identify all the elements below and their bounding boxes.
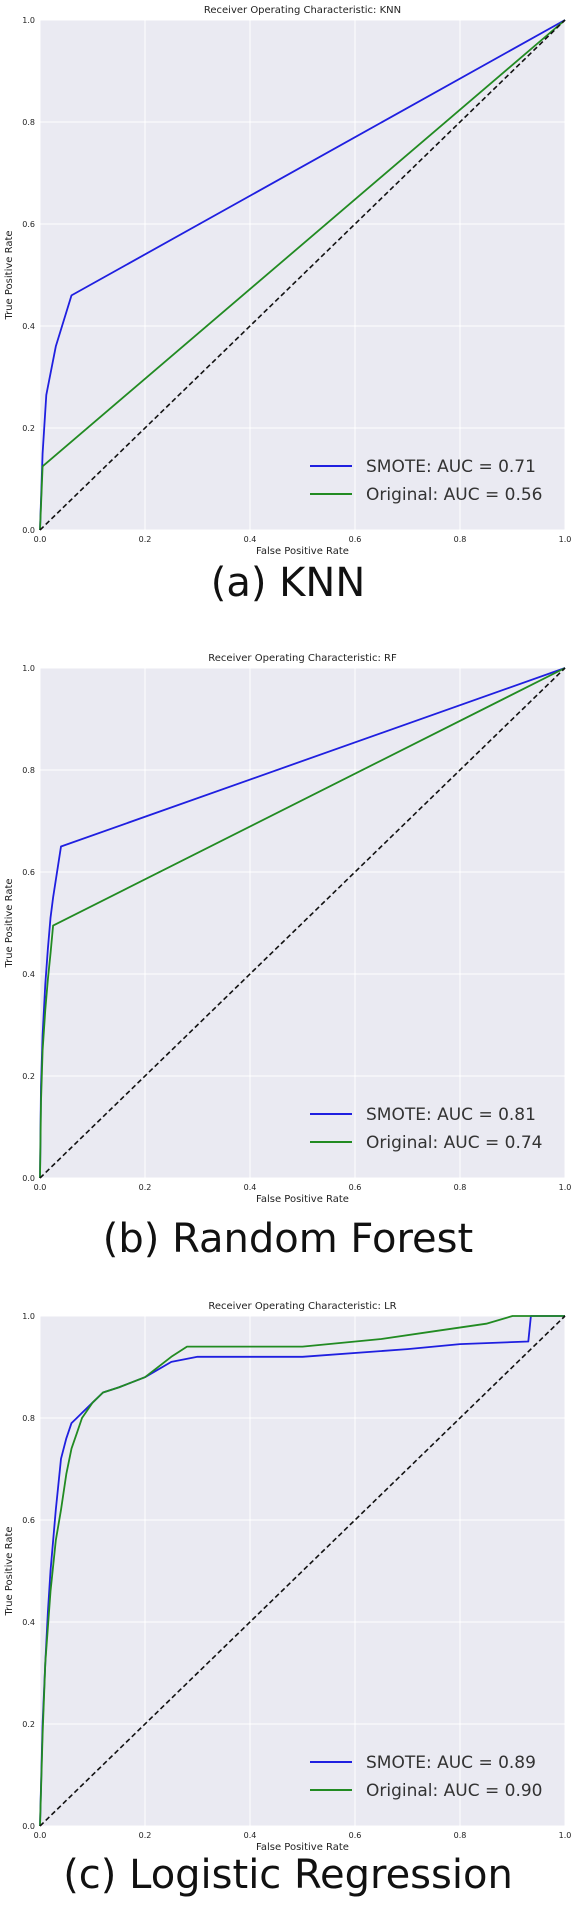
series-line-1 (39, 19, 566, 531)
x-tick-label: 0.0 (34, 1183, 47, 1192)
x-tick-label: 0.0 (34, 1831, 47, 1840)
x-tick-label: 0.0 (34, 535, 47, 544)
figure-caption: (a) KNN (210, 560, 366, 606)
plot-area (40, 20, 565, 530)
chart-title: Receiver Operating Characteristic: LR (208, 1301, 396, 1312)
y-tick-label: 0.0 (22, 526, 35, 535)
legend-entry: SMOTE: AUC = 0.71 (366, 457, 536, 477)
x-tick-label: 0.8 (454, 1831, 467, 1840)
x-tick-label: 0.6 (349, 1831, 362, 1840)
legend-entry: Original: AUC = 0.90 (366, 1781, 543, 1801)
y-tick-label: 0.2 (22, 1720, 35, 1729)
x-tick-label: 0.2 (139, 1831, 152, 1840)
x-tick-label: 0.4 (244, 1183, 257, 1192)
y-tick-label: 0.6 (22, 868, 35, 877)
chart-title: Receiver Operating Characteristic: RF (208, 653, 397, 664)
y-axis-label: True Positive Rate (4, 230, 15, 320)
roc-chart-lr: Receiver Operating Characteristic: LR 0.0… (4, 1301, 572, 1853)
y-tick-label: 0.8 (22, 766, 35, 775)
figure-caption: (c) Logistic Regression (63, 1852, 513, 1898)
x-tick-label: 0.2 (139, 1183, 152, 1192)
chance-diagonal-line (39, 19, 566, 531)
x-tick-label: 0.4 (244, 535, 257, 544)
x-tick-label: 1.0 (559, 1831, 572, 1840)
x-axis-label: False Positive Rate (256, 546, 349, 557)
x-tick-label: 0.8 (454, 1183, 467, 1192)
y-tick-label: 1.0 (22, 664, 35, 673)
legend-entry: Original: AUC = 0.56 (366, 485, 543, 505)
x-axis-label: False Positive Rate (256, 1842, 349, 1853)
x-tick-label: 0.2 (139, 535, 152, 544)
legend-entry: SMOTE: AUC = 0.81 (366, 1105, 536, 1125)
series-line-1 (39, 1315, 565, 1827)
y-tick-label: 0.4 (22, 970, 35, 979)
roc-chart-knn: Receiver Operating Characteristic: KNN 0.… (4, 5, 572, 557)
legend-entry: Original: AUC = 0.74 (366, 1133, 543, 1153)
legend-entry: SMOTE: AUC = 0.89 (366, 1753, 536, 1773)
y-tick-label: 0.0 (22, 1174, 35, 1183)
y-tick-label: 0.2 (22, 424, 35, 433)
x-tick-label: 0.6 (349, 1183, 362, 1192)
plot-area (40, 668, 565, 1178)
chart-title: Receiver Operating Characteristic: KNN (204, 5, 401, 16)
figure-caption: (b) Random Forest (102, 1216, 474, 1262)
y-tick-label: 0.4 (22, 1618, 35, 1627)
x-tick-label: 0.8 (454, 535, 467, 544)
x-tick-label: 1.0 (559, 535, 572, 544)
y-tick-label: 0.8 (22, 118, 35, 127)
y-tick-label: 0.6 (22, 1516, 35, 1525)
y-tick-label: 0.4 (22, 322, 35, 331)
plot-area (40, 1316, 565, 1826)
y-tick-label: 0.8 (22, 1414, 35, 1423)
x-axis-label: False Positive Rate (256, 1194, 349, 1205)
y-tick-label: 0.2 (22, 1072, 35, 1081)
y-tick-label: 0.6 (22, 220, 35, 229)
y-axis-label: True Positive Rate (4, 878, 15, 968)
y-tick-label: 1.0 (22, 1312, 35, 1321)
y-axis-label: True Positive Rate (4, 1526, 15, 1616)
series-line-1 (39, 667, 566, 1179)
figure-panel-lr: Receiver Operating Characteristic: LR 0.0… (0, 1296, 576, 1907)
figure-panel-knn: Receiver Operating Characteristic: KNN 0.… (0, 0, 576, 620)
chance-diagonal-line (39, 1315, 566, 1827)
y-tick-label: 0.0 (22, 1822, 35, 1831)
roc-chart-rf: Receiver Operating Characteristic: RF 0.0… (4, 653, 572, 1205)
chance-diagonal-line (39, 667, 566, 1179)
y-tick-label: 1.0 (22, 16, 35, 25)
x-tick-label: 0.6 (349, 535, 362, 544)
figure-panel-rf: Receiver Operating Characteristic: RF 0.0… (0, 648, 576, 1268)
x-tick-label: 1.0 (559, 1183, 572, 1192)
x-tick-label: 0.4 (244, 1831, 257, 1840)
